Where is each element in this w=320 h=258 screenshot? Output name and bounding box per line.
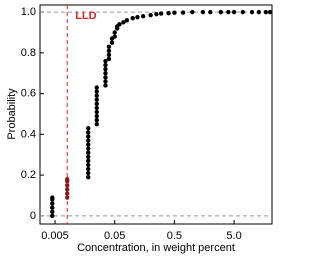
point — [106, 56, 112, 62]
point — [94, 93, 99, 98]
point — [86, 126, 91, 131]
x-tick-label: 0.5 — [167, 230, 182, 242]
point — [50, 205, 55, 210]
point — [94, 121, 99, 127]
point — [200, 9, 206, 15]
point — [166, 10, 171, 16]
point — [263, 9, 268, 15]
point — [94, 113, 99, 119]
point — [112, 30, 117, 35]
point — [94, 109, 99, 115]
y-tick-label: 1.0 — [21, 6, 36, 18]
point — [86, 142, 91, 147]
point — [86, 130, 91, 135]
y-axis-label: Probability — [6, 88, 18, 140]
y-tick-label: 0 — [30, 210, 36, 222]
x-axis-label: Concentration, in weight percent — [77, 242, 235, 254]
chart: Probability Concentration, in weight per… — [6, 4, 273, 254]
point — [94, 85, 99, 90]
point — [218, 9, 224, 15]
point — [226, 9, 231, 15]
point — [117, 22, 122, 27]
point — [86, 150, 91, 155]
x-tick-label: 0.05 — [104, 230, 125, 242]
point — [124, 18, 130, 23]
point — [148, 12, 153, 18]
point — [86, 134, 91, 139]
point — [65, 183, 70, 188]
point — [158, 11, 164, 16]
point — [86, 158, 91, 164]
point — [50, 201, 55, 206]
point — [103, 62, 108, 68]
point — [130, 16, 135, 21]
lld-label: LLD — [75, 10, 96, 22]
point — [190, 9, 195, 15]
point — [86, 174, 91, 180]
point — [86, 162, 91, 168]
point — [103, 79, 108, 84]
y-tick-label: 0.6 — [21, 88, 36, 100]
point — [121, 20, 126, 25]
point — [140, 14, 146, 19]
point — [50, 195, 55, 200]
point — [94, 101, 99, 107]
point — [103, 71, 108, 76]
point — [86, 166, 91, 172]
x-tick-label: 0.005 — [41, 230, 69, 242]
point — [86, 146, 91, 151]
point — [106, 52, 112, 58]
point — [50, 213, 55, 219]
y-tick-label: 0.4 — [21, 128, 36, 140]
point — [154, 11, 159, 17]
point — [94, 117, 99, 123]
point — [86, 154, 91, 159]
point — [172, 10, 177, 15]
point — [135, 15, 140, 20]
point — [267, 9, 273, 15]
point — [65, 195, 70, 200]
plot-frame — [39, 4, 273, 225]
point — [240, 9, 245, 15]
y-tick-label: 0.8 — [21, 47, 36, 59]
point — [112, 34, 117, 39]
point — [103, 58, 108, 64]
point — [256, 9, 262, 15]
point — [180, 10, 186, 15]
point — [249, 9, 255, 15]
point — [86, 138, 91, 143]
point — [103, 66, 108, 72]
y-tick-label: 0.2 — [21, 169, 36, 181]
point — [109, 40, 115, 45]
point — [94, 97, 99, 102]
point — [103, 75, 108, 80]
point — [106, 48, 112, 54]
point — [86, 170, 91, 176]
point — [65, 176, 70, 182]
point — [65, 191, 70, 196]
point — [208, 9, 213, 15]
point — [103, 83, 108, 88]
point — [65, 187, 70, 192]
point — [94, 105, 99, 111]
point — [94, 89, 99, 94]
point — [50, 209, 55, 214]
x-tick-label: 5.0 — [226, 230, 241, 242]
point — [231, 9, 237, 15]
point — [106, 44, 112, 49]
